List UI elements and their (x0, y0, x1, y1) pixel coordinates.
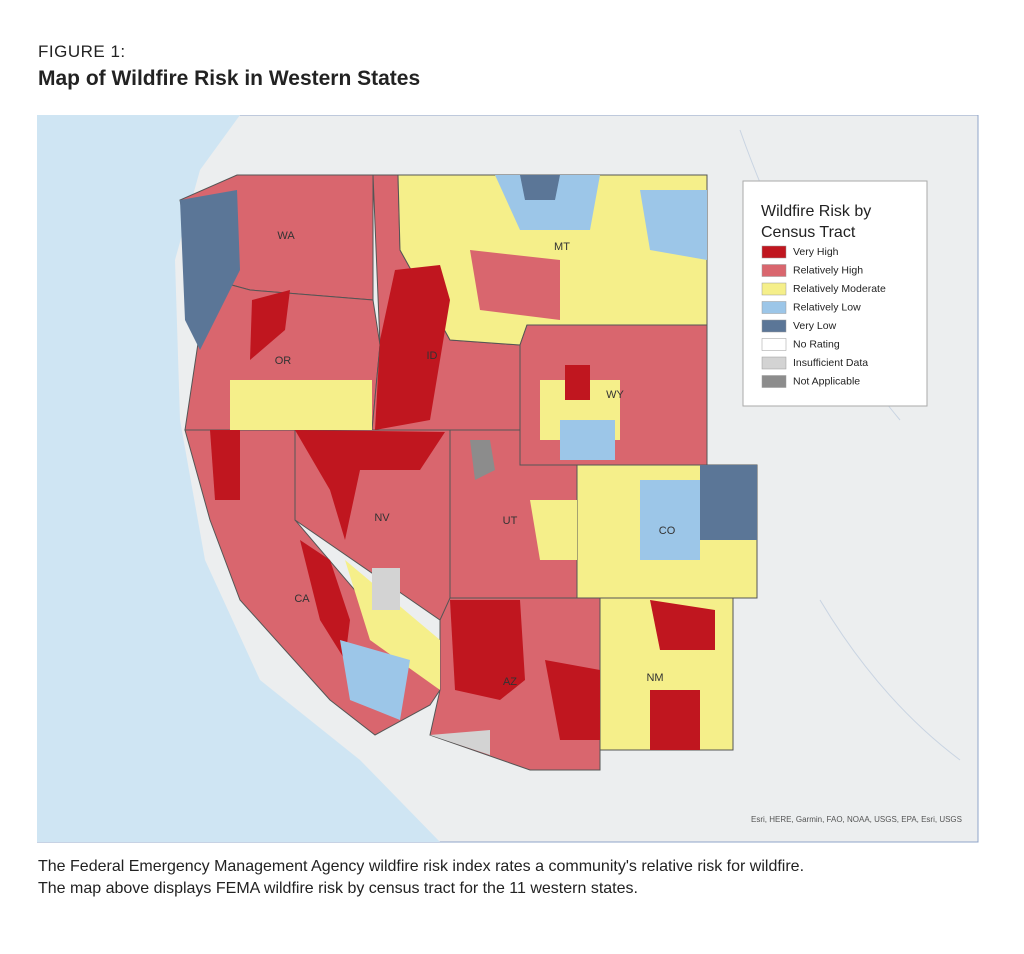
patch (640, 190, 707, 260)
state-label: NM (646, 672, 663, 684)
ocean (37, 115, 440, 842)
legend-label: Not Applicable (793, 375, 860, 387)
patch (295, 430, 445, 540)
patch (250, 290, 290, 360)
legend: Wildfire Risk by Census Tract Very High R… (742, 180, 928, 407)
legend-swatch (761, 245, 787, 259)
patch (210, 430, 240, 500)
attribution: Esri, HERE, Garmin, FAO, NOAA, USGS, EPA… (751, 815, 962, 824)
patch (560, 420, 615, 460)
map: WA OR ID MT WY NV UT CO CA AZ NM Wildfir… (37, 115, 979, 843)
patch (180, 190, 240, 350)
caption: The Federal Emergency Management Agency … (38, 856, 998, 900)
legend-label: Insufficient Data (793, 357, 868, 369)
state-label: WA (277, 230, 295, 242)
figure-label: FIGURE 1: (38, 42, 126, 61)
patch (700, 465, 757, 540)
patch (640, 480, 700, 560)
legend-swatch (761, 356, 787, 370)
state-label: MT (554, 241, 570, 253)
risk-patches (180, 175, 757, 755)
state-label: OR (275, 355, 292, 367)
patch (545, 660, 600, 740)
patch (372, 568, 400, 610)
state-label: UT (503, 515, 518, 527)
legend-label: Very Low (793, 320, 837, 332)
caption-line: The map above displays FEMA wildfire ris… (38, 880, 638, 897)
caption-line: The Federal Emergency Management Agency … (38, 858, 805, 875)
legend-swatch (761, 264, 787, 277)
legend-title: Wildfire Risk by (761, 203, 871, 220)
patch (470, 250, 560, 320)
state-label: CA (294, 593, 310, 605)
legend-swatch (761, 282, 787, 296)
patch (565, 365, 590, 400)
patch (430, 730, 490, 755)
legend-label: Relatively Moderate (793, 283, 886, 295)
figure-title: Map of Wildfire Risk in Western States (38, 67, 421, 90)
legend-swatch (761, 375, 787, 388)
state-label: AZ (503, 676, 517, 688)
state-label: ID (427, 350, 438, 362)
legend-swatch (761, 301, 787, 314)
state-label: NV (374, 512, 390, 524)
patch (340, 640, 410, 720)
legend-swatch (761, 338, 787, 351)
patch (345, 560, 440, 690)
legend-label: Relatively High (793, 264, 863, 276)
patch (470, 440, 495, 480)
legend-swatch (761, 319, 787, 333)
patch (520, 175, 560, 200)
patch (495, 175, 600, 230)
legend-label: No Rating (793, 338, 840, 350)
patch (650, 600, 715, 650)
patch (375, 265, 450, 430)
patch (300, 540, 350, 660)
legend-label: Relatively Low (793, 301, 861, 313)
patch (650, 690, 700, 750)
legend-label: Very High (793, 246, 839, 258)
state-labels: WA OR ID MT WY NV UT CO CA AZ NM (275, 230, 676, 688)
legend-title: Census Tract (761, 224, 856, 241)
patch (230, 380, 372, 430)
state-label: WY (606, 389, 624, 401)
patch (450, 600, 525, 700)
state-label: CO (659, 525, 676, 537)
patch (530, 500, 577, 560)
